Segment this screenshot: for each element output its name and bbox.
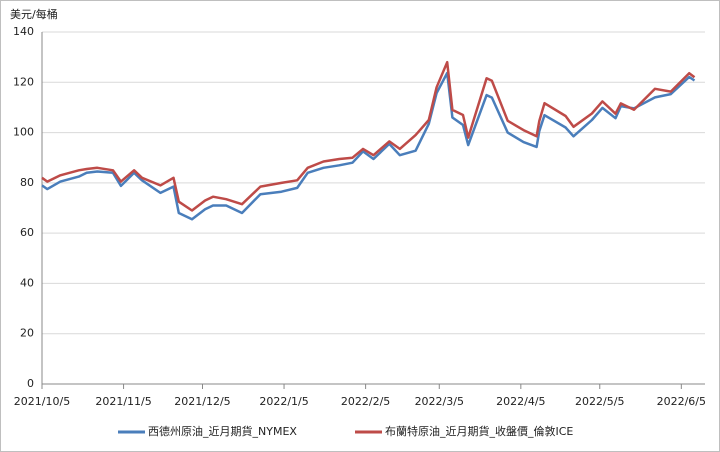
y-tick-label: 60	[20, 226, 34, 239]
x-tick-label: 2022/2/5	[341, 395, 390, 408]
x-tick-label: 2022/5/5	[575, 395, 624, 408]
y-tick-label: 80	[20, 176, 34, 189]
x-tick-label: 2021/12/5	[174, 395, 230, 408]
series-line	[41, 60, 696, 212]
y-tick-label: 20	[20, 327, 34, 340]
x-tick-label: 2022/4/5	[496, 395, 545, 408]
x-tick-label: 2021/11/5	[95, 395, 151, 408]
x-tick-label: 2022/1/5	[259, 395, 308, 408]
y-axis-label: 美元/每桶	[10, 7, 58, 21]
y-tick-label: 40	[20, 276, 34, 289]
y-tick-label: 100	[13, 126, 34, 139]
y-tick-label: 140	[13, 25, 34, 38]
legend-label: 布蘭特原油_近月期貨_收盤價_倫敦ICE	[385, 424, 573, 438]
x-tick-label: 2022/3/5	[415, 395, 464, 408]
series-line	[41, 71, 696, 221]
x-tick-label: 2021/10/5	[14, 395, 70, 408]
y-tick-label: 0	[27, 377, 34, 390]
x-tick-label: 2022/6/5	[657, 395, 706, 408]
y-tick-label: 120	[13, 75, 34, 88]
legend-label: 西德州原油_近月期貨_NYMEX	[148, 424, 297, 438]
